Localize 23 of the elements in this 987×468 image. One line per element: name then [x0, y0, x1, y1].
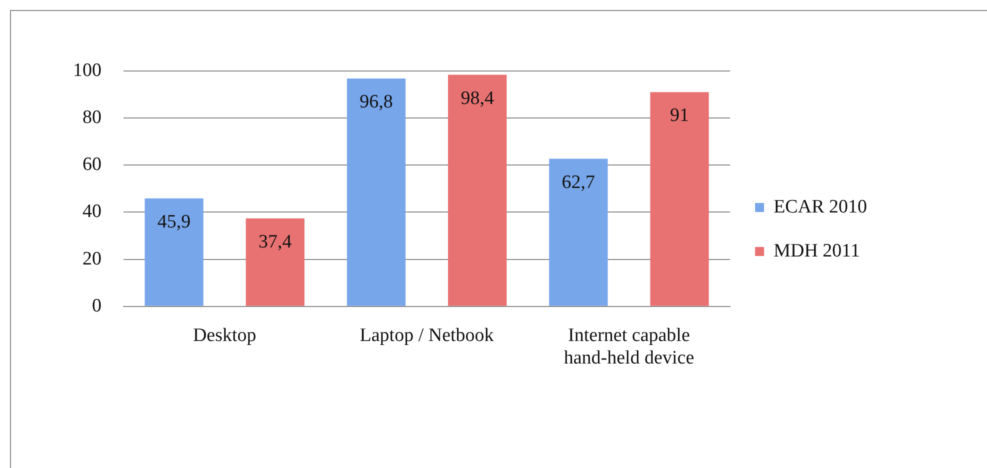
bar: [144, 198, 204, 306]
bar: [650, 92, 709, 306]
bar: [448, 74, 507, 306]
y-tick-label: 100: [73, 60, 102, 81]
bar: [549, 158, 608, 306]
y-tick-label: 80: [82, 107, 102, 128]
x-tick-label: Laptop / Netbook: [360, 324, 494, 346]
data-label: 98,4: [460, 88, 494, 109]
x-tick-label: Desktop: [192, 324, 256, 346]
legend-label: MDH 2011: [774, 240, 860, 262]
x-tick-label: Internet capable hand-held device: [564, 324, 694, 369]
data-label: 62,7: [562, 172, 596, 193]
bar: [346, 78, 406, 306]
data-label: 45,9: [157, 211, 191, 232]
bar: [246, 218, 304, 306]
y-tick-label: 0: [92, 295, 102, 316]
data-label: 91: [670, 105, 690, 126]
legend-label: ECAR 2010: [774, 196, 868, 218]
y-tick-label: 40: [82, 201, 102, 222]
y-tick-label: 20: [82, 248, 102, 270]
y-tick-label: 60: [82, 154, 102, 176]
data-label: 96,8: [360, 92, 393, 113]
data-label: 37,4: [258, 231, 292, 252]
